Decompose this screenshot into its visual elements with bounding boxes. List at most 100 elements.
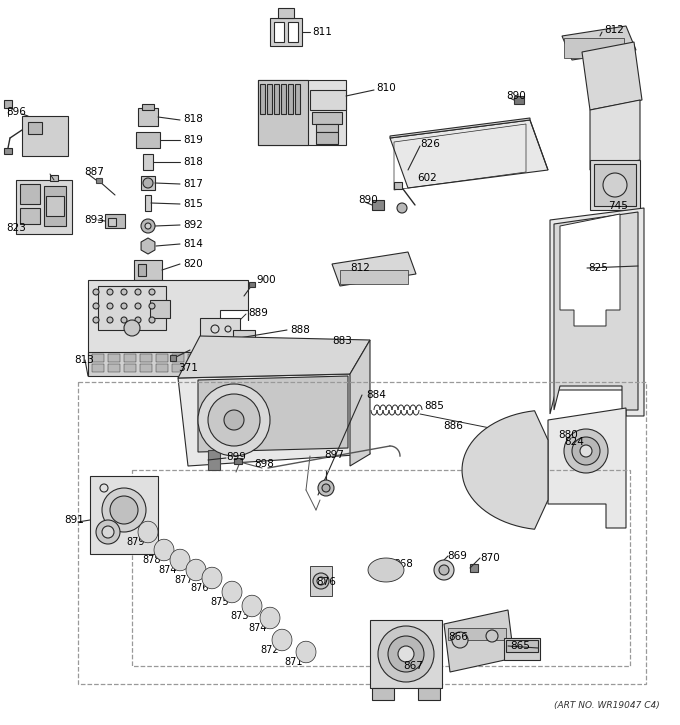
Circle shape <box>266 612 274 620</box>
Text: 812: 812 <box>604 25 624 35</box>
Bar <box>145 195 151 211</box>
Bar <box>312 112 342 124</box>
Circle shape <box>121 317 127 323</box>
Bar <box>316 132 338 144</box>
Circle shape <box>144 526 152 534</box>
Circle shape <box>228 586 236 594</box>
Bar <box>558 424 614 478</box>
Polygon shape <box>368 558 404 582</box>
Circle shape <box>135 317 141 323</box>
Text: 820: 820 <box>183 259 203 269</box>
Bar <box>394 182 402 189</box>
Bar <box>504 638 540 660</box>
Bar <box>310 566 332 596</box>
Text: 814: 814 <box>183 239 203 249</box>
Circle shape <box>398 646 414 662</box>
Bar <box>124 354 136 362</box>
Bar <box>288 22 298 42</box>
Bar <box>172 364 184 372</box>
Bar <box>134 260 162 280</box>
Circle shape <box>486 630 498 642</box>
Bar <box>188 354 200 362</box>
Text: 824: 824 <box>564 437 584 447</box>
Bar <box>295 84 300 114</box>
Ellipse shape <box>514 438 542 454</box>
Circle shape <box>107 317 113 323</box>
Text: 818: 818 <box>183 157 203 167</box>
Text: 881: 881 <box>520 440 540 450</box>
Circle shape <box>224 410 244 430</box>
Circle shape <box>452 632 468 648</box>
Bar <box>470 564 478 572</box>
Bar <box>92 364 104 372</box>
Bar <box>514 96 524 104</box>
Bar <box>448 628 506 640</box>
Polygon shape <box>260 608 280 629</box>
Text: 819: 819 <box>183 135 203 145</box>
Text: 892: 892 <box>183 220 203 230</box>
Polygon shape <box>272 629 292 651</box>
Text: 817: 817 <box>183 179 203 189</box>
Bar <box>590 160 640 210</box>
Polygon shape <box>390 118 530 138</box>
Circle shape <box>439 565 449 575</box>
Bar <box>4 148 12 154</box>
Bar <box>233 330 255 348</box>
Circle shape <box>149 317 155 323</box>
Bar <box>418 688 440 700</box>
Text: 871: 871 <box>284 657 303 667</box>
Circle shape <box>121 289 127 295</box>
Bar <box>372 200 384 210</box>
Circle shape <box>318 480 334 496</box>
Text: 877: 877 <box>174 575 192 585</box>
Bar <box>140 364 152 372</box>
Bar <box>156 354 168 362</box>
Polygon shape <box>141 238 155 254</box>
Polygon shape <box>462 411 548 529</box>
Circle shape <box>149 289 155 295</box>
Circle shape <box>208 394 260 446</box>
Circle shape <box>208 572 216 580</box>
Text: 896: 896 <box>6 107 26 117</box>
Text: 900: 900 <box>256 275 275 285</box>
Bar <box>172 354 184 362</box>
Polygon shape <box>186 559 206 581</box>
Bar <box>44 186 66 226</box>
Circle shape <box>102 526 114 538</box>
Bar <box>138 108 158 126</box>
Polygon shape <box>170 550 190 571</box>
Bar <box>234 458 242 464</box>
Text: 866: 866 <box>448 632 468 642</box>
Bar <box>78 382 646 684</box>
Circle shape <box>302 646 310 654</box>
Circle shape <box>107 303 113 309</box>
Circle shape <box>160 544 168 552</box>
Bar <box>370 620 442 688</box>
Bar <box>141 176 155 190</box>
Bar <box>258 80 346 145</box>
Bar <box>96 178 102 183</box>
Polygon shape <box>296 641 316 663</box>
Bar <box>50 175 58 181</box>
Text: 823: 823 <box>6 223 26 233</box>
Polygon shape <box>202 567 222 589</box>
Text: 867: 867 <box>403 661 423 671</box>
Circle shape <box>124 320 140 336</box>
Bar <box>136 132 160 148</box>
Circle shape <box>145 223 151 229</box>
Polygon shape <box>332 252 416 286</box>
Circle shape <box>248 600 256 608</box>
Bar <box>506 640 538 652</box>
Bar <box>108 364 120 372</box>
Circle shape <box>141 219 155 233</box>
Polygon shape <box>548 408 626 528</box>
Text: 870: 870 <box>480 553 500 563</box>
Bar <box>132 470 630 666</box>
Circle shape <box>143 178 153 188</box>
Circle shape <box>434 560 454 580</box>
Bar <box>498 426 528 444</box>
Bar <box>108 354 120 362</box>
Circle shape <box>388 636 424 672</box>
Text: 888: 888 <box>290 325 310 335</box>
Bar <box>270 18 302 46</box>
